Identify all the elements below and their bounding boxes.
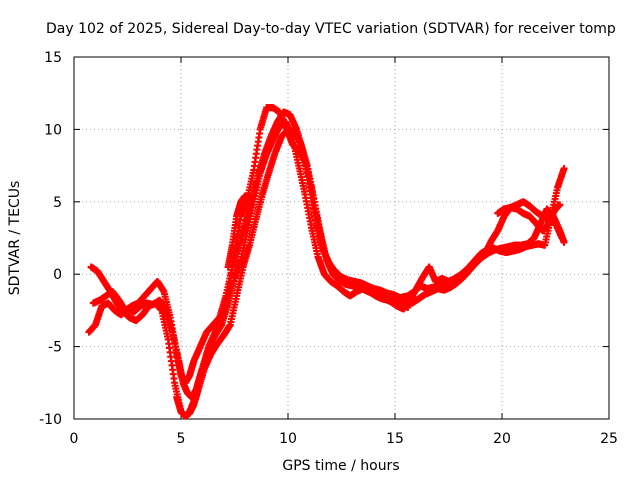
y-tick-label: 0 [53,267,62,283]
data-point [560,164,568,172]
y-tick-label: -10 [39,412,62,428]
data-point [556,201,564,209]
x-axis: 0 5 10 15 20 25 [70,57,618,447]
x-tick-label: 20 [493,431,511,447]
x-tick-label: 25 [600,431,618,447]
y-axis-label: SDTVAR / TECUs [7,181,23,296]
chart-title: Day 102 of 2025, Sidereal Day-to-day VTE… [46,21,616,37]
data-points [85,104,568,420]
y-axis: -10 -5 0 5 10 15 [39,50,609,428]
data-point [404,304,412,312]
series-track-4 [173,104,412,420]
plot-frame [73,56,610,420]
series-track-6 [494,201,564,235]
series-track-5 [224,192,253,271]
x-tick-label: 5 [177,431,186,447]
data-point [245,193,253,201]
y-tick-label: 5 [53,195,62,211]
y-tick-label: 10 [44,122,62,138]
x-tick-label: 15 [386,431,404,447]
y-tick-label: 15 [44,50,62,66]
y-tick-label: -5 [48,340,62,356]
x-tick-label: 10 [279,431,297,447]
x-tick-label: 0 [70,431,79,447]
data-point [560,238,568,246]
x-axis-label: GPS time / hours [282,458,399,474]
